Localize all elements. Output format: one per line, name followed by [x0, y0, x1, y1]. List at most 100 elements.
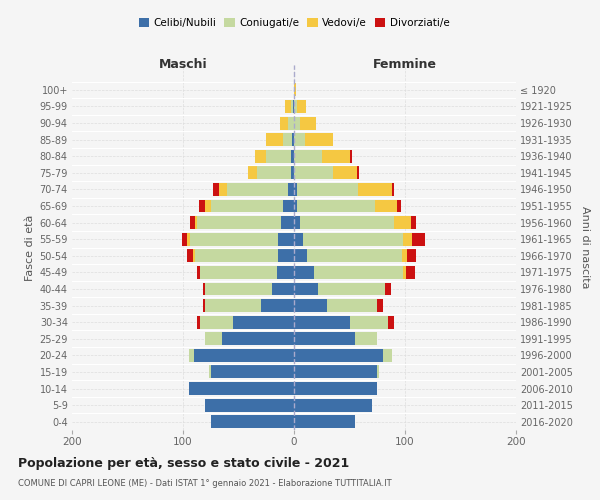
Bar	[294, 349, 383, 362]
Bar	[260, 299, 294, 312]
Bar	[203, 299, 205, 312]
Bar	[272, 282, 294, 296]
Bar	[227, 183, 289, 196]
Bar	[383, 349, 392, 362]
Bar	[294, 332, 355, 345]
Bar	[333, 166, 357, 179]
Bar	[294, 150, 322, 162]
Bar	[289, 116, 294, 130]
Bar	[285, 100, 290, 113]
Bar	[294, 366, 377, 378]
Bar	[294, 100, 298, 113]
Y-axis label: Anni di nascita: Anni di nascita	[580, 206, 590, 289]
Bar	[188, 349, 194, 362]
Bar	[403, 232, 412, 245]
Bar	[289, 183, 294, 196]
Legend: Celibi/Nubili, Coniugati/e, Vedovi/e, Divorziati/e: Celibi/Nubili, Coniugati/e, Vedovi/e, Di…	[134, 14, 454, 32]
Bar	[294, 415, 355, 428]
Bar	[349, 150, 352, 162]
Bar	[205, 299, 260, 312]
Bar	[294, 316, 349, 328]
Bar	[188, 382, 294, 395]
Bar	[197, 266, 200, 279]
Text: COMUNE DI CAPRI LEONE (ME) - Dati ISTAT 1° gennaio 2021 - Elaborazione TUTTITALI: COMUNE DI CAPRI LEONE (ME) - Dati ISTAT …	[18, 479, 392, 488]
Bar	[294, 398, 372, 411]
Bar	[357, 166, 359, 179]
Text: Popolazione per età, sesso e stato civile - 2021: Popolazione per età, sesso e stato civil…	[18, 458, 349, 470]
Bar	[193, 250, 195, 262]
Bar	[195, 250, 278, 262]
Bar	[205, 332, 222, 345]
Bar	[190, 216, 195, 229]
Bar	[209, 366, 211, 378]
Text: Femmine: Femmine	[373, 58, 437, 71]
Bar	[294, 382, 377, 395]
Bar	[211, 200, 283, 212]
Bar	[377, 366, 379, 378]
Y-axis label: Fasce di età: Fasce di età	[25, 214, 35, 280]
Bar	[294, 250, 307, 262]
Bar	[294, 84, 296, 96]
Bar	[182, 232, 187, 245]
Bar	[292, 133, 294, 146]
Bar	[298, 200, 375, 212]
Bar	[377, 299, 383, 312]
Bar	[401, 250, 407, 262]
Bar	[294, 183, 298, 196]
Bar	[407, 250, 416, 262]
Bar	[211, 366, 294, 378]
Bar	[290, 150, 294, 162]
Bar	[257, 166, 290, 179]
Bar	[294, 166, 333, 179]
Bar	[205, 282, 272, 296]
Bar	[205, 398, 294, 411]
Bar	[213, 183, 218, 196]
Bar	[190, 232, 278, 245]
Bar	[205, 200, 211, 212]
Bar	[303, 232, 403, 245]
Bar	[298, 100, 306, 113]
Bar	[299, 116, 316, 130]
Bar	[187, 232, 190, 245]
Bar	[305, 133, 333, 146]
Bar	[278, 250, 294, 262]
Bar	[290, 166, 294, 179]
Bar	[410, 216, 416, 229]
Bar	[294, 266, 314, 279]
Bar	[328, 299, 377, 312]
Bar	[294, 133, 305, 146]
Bar	[199, 200, 205, 212]
Bar	[322, 150, 349, 162]
Bar	[412, 232, 425, 245]
Bar	[397, 200, 401, 212]
Bar	[280, 116, 289, 130]
Bar	[290, 100, 293, 113]
Bar	[355, 332, 377, 345]
Bar	[278, 232, 294, 245]
Bar	[294, 216, 299, 229]
Bar	[281, 216, 294, 229]
Bar	[349, 316, 388, 328]
Bar	[375, 200, 397, 212]
Bar	[266, 150, 290, 162]
Bar	[194, 349, 294, 362]
Bar	[283, 200, 294, 212]
Bar	[197, 216, 281, 229]
Bar	[294, 282, 319, 296]
Bar	[277, 266, 294, 279]
Bar	[293, 100, 294, 113]
Bar	[299, 216, 394, 229]
Bar	[403, 266, 406, 279]
Text: Maschi: Maschi	[158, 58, 208, 71]
Bar	[211, 415, 294, 428]
Bar	[406, 266, 415, 279]
Bar	[394, 216, 410, 229]
Bar	[358, 183, 392, 196]
Bar	[319, 282, 385, 296]
Bar	[298, 183, 358, 196]
Bar	[283, 133, 292, 146]
Bar	[200, 266, 277, 279]
Bar	[195, 216, 197, 229]
Bar	[248, 166, 257, 179]
Bar	[294, 200, 298, 212]
